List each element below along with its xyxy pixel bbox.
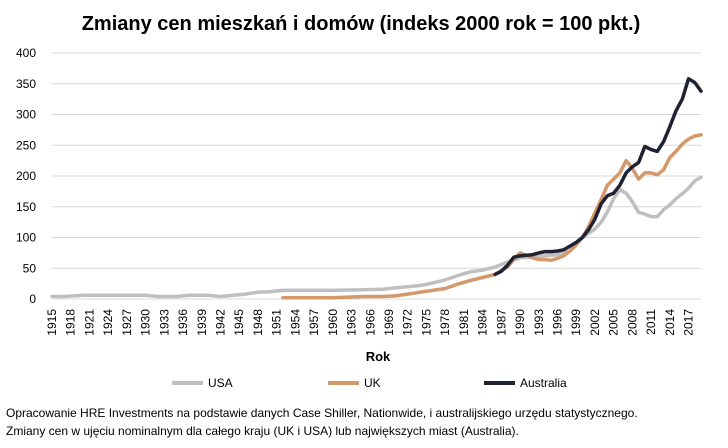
- plot-area: [50, 77, 703, 300]
- x-tick-label: 1966: [363, 309, 377, 336]
- x-tick-label: 1990: [513, 309, 527, 336]
- x-tick-label: 1918: [64, 309, 78, 336]
- legend-label-australia: Australia: [520, 376, 567, 390]
- source-note: Opracowanie HRE Investments na podstawie…: [6, 406, 638, 420]
- y-tick-label: 150: [16, 200, 36, 214]
- series-line-australia: [493, 77, 703, 277]
- chart-title: Zmiany cen mieszkań i domów (indeks 2000…: [82, 13, 641, 35]
- x-tick-label: 1963: [345, 309, 359, 336]
- x-tick-label: 1960: [326, 309, 340, 336]
- x-tick-label: 2005: [607, 309, 621, 336]
- x-tick-label: 1942: [213, 309, 227, 336]
- series-line-usa: [50, 175, 703, 299]
- y-tick-label: 350: [16, 77, 36, 91]
- x-tick-label: 2008: [625, 309, 639, 336]
- x-tick-label: 1930: [139, 309, 153, 336]
- x-tick-label: 1933: [157, 309, 171, 336]
- x-axis: 1915 1918 1921 1924 1927 1930 1933 1936 1939 1942…: [45, 309, 696, 336]
- x-tick-label: 2011: [644, 309, 658, 335]
- x-tick-label: 1981: [457, 309, 471, 336]
- legend: USA UK Australia: [172, 376, 567, 390]
- methodology-note: Zmiany cen w ujęciu nominalnym dla całeg…: [6, 424, 519, 438]
- x-tick-label: 1993: [532, 309, 546, 336]
- y-tick-label: 400: [16, 46, 36, 60]
- x-tick-label: 2017: [682, 309, 696, 336]
- series-line-uk: [281, 133, 703, 300]
- x-axis-title: Rok: [366, 349, 391, 364]
- x-tick-label: 1951: [270, 309, 284, 336]
- x-tick-label: 1987: [494, 309, 508, 336]
- x-tick-label: 1957: [307, 309, 321, 336]
- x-tick-label: 1939: [195, 309, 209, 336]
- x-tick-label: 1921: [82, 309, 96, 336]
- y-tick-label: 50: [23, 261, 37, 275]
- y-tick-label: 0: [29, 292, 36, 306]
- y-tick-label: 100: [16, 231, 36, 245]
- x-tick-label: 1948: [251, 309, 265, 336]
- x-tick-label: 1978: [438, 309, 452, 336]
- y-tick-label: 300: [16, 108, 36, 122]
- x-tick-label: 1975: [419, 309, 433, 336]
- x-tick-label: 1996: [550, 309, 564, 336]
- x-tick-label: 1924: [101, 309, 115, 336]
- legend-label-usa: USA: [208, 376, 233, 390]
- x-tick-label: 1999: [569, 309, 583, 336]
- x-tick-label: 1945: [232, 309, 246, 336]
- x-tick-label: 1927: [120, 309, 134, 336]
- x-tick-label: 2014: [663, 309, 677, 336]
- x-tick-label: 1972: [401, 309, 415, 336]
- x-tick-label: 1954: [288, 309, 302, 336]
- x-tick-label: 1969: [382, 309, 396, 336]
- legend-label-uk: UK: [364, 376, 381, 390]
- grid: [52, 52, 701, 300]
- y-tick-label: 250: [16, 138, 36, 152]
- x-tick-label: 1915: [45, 309, 59, 336]
- y-axis: 0 50 100 150 200 250 300 350 400: [16, 46, 36, 306]
- chart: Zmiany cen mieszkań i domów (indeks 2000…: [16, 13, 703, 390]
- x-tick-label: 1984: [476, 309, 490, 336]
- x-tick-label: 2002: [588, 309, 602, 336]
- y-tick-label: 200: [16, 169, 36, 183]
- x-tick-label: 1936: [176, 309, 190, 336]
